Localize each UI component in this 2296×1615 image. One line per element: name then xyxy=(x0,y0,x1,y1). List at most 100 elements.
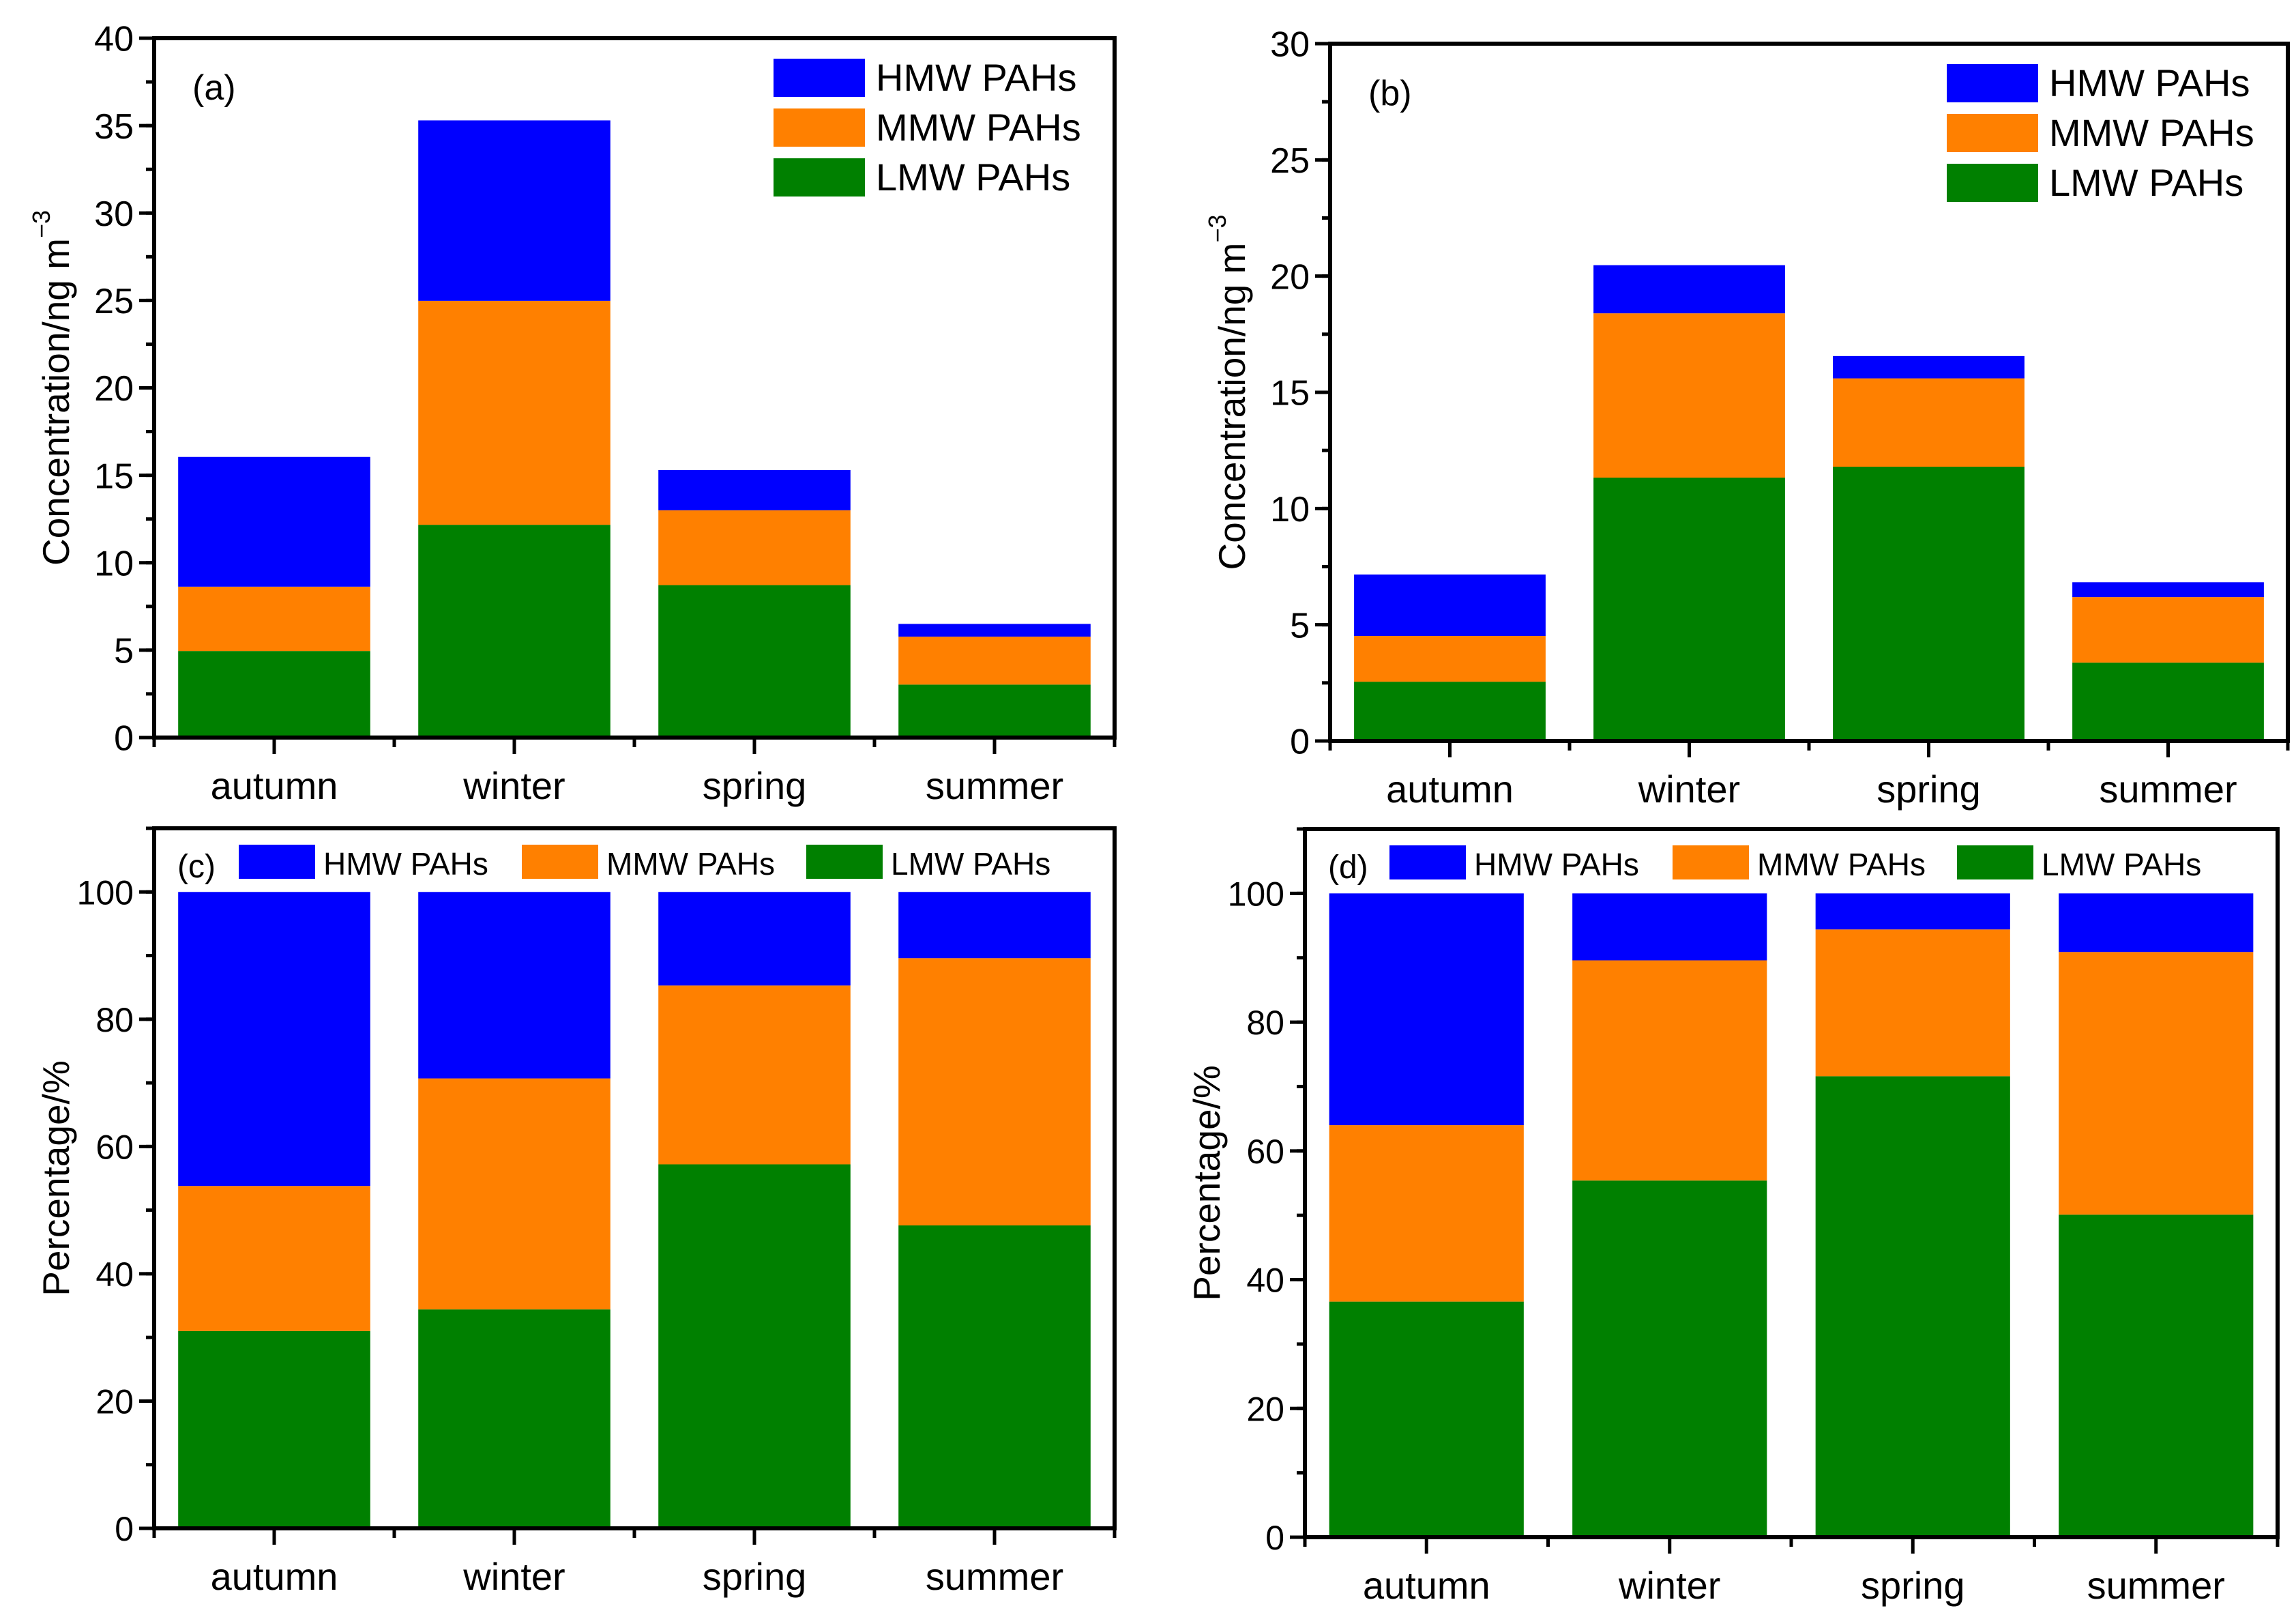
legend-swatch-mmw xyxy=(1947,114,2038,152)
bar-lmw-autumn xyxy=(1354,682,1546,741)
legend-swatch-hmw xyxy=(239,845,315,879)
bar-hmw-summer xyxy=(2072,582,2264,598)
y-tick-label: 20 xyxy=(1246,1390,1284,1428)
y-tick-label: 10 xyxy=(1270,490,1310,529)
bar-mmw-spring xyxy=(658,985,851,1165)
bar-mmw-summer xyxy=(2072,597,2264,663)
legend-label-lmw: LMW PAHs xyxy=(891,846,1050,882)
x-tick-label: spring xyxy=(1861,1564,1965,1607)
chart-panel-d: 0 20 40 60 80 100 autumn winter spring summer Perc… xyxy=(1186,827,2280,1607)
bar-hmw-winter xyxy=(418,120,610,301)
bar-mmw-winter xyxy=(418,300,610,525)
bar-lmw-spring xyxy=(658,585,851,738)
legend-label-hmw: HMW PAHs xyxy=(1474,847,1639,882)
legend-label-lmw: LMW PAHs xyxy=(2049,161,2243,204)
bar-hmw-autumn xyxy=(178,892,370,1187)
y-tick-label: 40 xyxy=(1246,1262,1284,1300)
y-tick-label: 15 xyxy=(1270,374,1310,413)
legend-label-hmw: HMW PAHs xyxy=(876,56,1077,99)
legend-label-mmw: MMW PAHs xyxy=(1757,847,1926,882)
bar-mmw-autumn xyxy=(178,1186,370,1331)
bar-lmw-autumn xyxy=(1329,1301,1524,1537)
legend-swatch-lmw xyxy=(1947,164,2038,202)
legend-label-mmw: MMW PAHs xyxy=(876,106,1081,149)
legend-label-mmw: MMW PAHs xyxy=(2049,111,2254,154)
panel-label: (d) xyxy=(1328,849,1368,886)
bar-lmw-winter xyxy=(418,1309,610,1528)
x-tick-label: summer xyxy=(2087,1564,2225,1607)
bar-lmw-spring xyxy=(658,1164,851,1528)
bar-mmw-summer xyxy=(898,637,1091,685)
bar-mmw-winter xyxy=(418,1078,610,1310)
y-tick-label: 40 xyxy=(95,1255,134,1294)
chart-panel-c: 0 20 40 60 80 100 autumn winter spring summer Perc… xyxy=(35,826,1117,1598)
y-axis-label-text: Concentration/ng m xyxy=(1211,243,1253,570)
y-tick-label: 0 xyxy=(114,719,134,759)
y-tick-label: 80 xyxy=(95,1001,134,1039)
bar-hmw-spring xyxy=(1833,355,2025,379)
legend-label-hmw: HMW PAHs xyxy=(323,846,488,882)
y-tick-label: 100 xyxy=(1228,875,1284,913)
y-axis-label-text: Concentration/ng m xyxy=(35,238,77,566)
y-axis-label: Concentration/ng m−3 xyxy=(1203,214,1253,570)
bar-mmw-summer xyxy=(2059,952,2254,1215)
bar-hmw-winter xyxy=(418,892,610,1079)
legend-swatch-lmw xyxy=(774,158,865,197)
chart-panel-a: 0 5 10 15 20 25 30 35 40 autumn winter spring summer… xyxy=(27,20,1117,807)
y-tick-label: 10 xyxy=(94,544,134,583)
y-tick-label: 20 xyxy=(94,369,134,409)
bar-hmw-spring xyxy=(1815,893,2010,930)
panel-label: (a) xyxy=(192,68,236,108)
bar-mmw-autumn xyxy=(1354,636,1546,682)
legend-swatch-lmw xyxy=(1957,845,2033,879)
x-tick-label: autumn xyxy=(211,764,338,807)
legend-label-mmw: MMW PAHs xyxy=(606,846,775,882)
y-tick-label: 15 xyxy=(94,456,134,496)
y-tick-label: 35 xyxy=(94,107,134,147)
chart-panel-b: 0 5 10 15 20 25 30 autumn winter spring summer Conc… xyxy=(1203,25,2290,811)
y-tick-label: 25 xyxy=(1270,141,1310,181)
x-tick-label: autumn xyxy=(211,1555,338,1598)
legend-label-hmw: HMW PAHs xyxy=(2049,61,2250,104)
y-tick-label: 100 xyxy=(77,873,134,912)
bar-hmw-spring xyxy=(658,469,851,510)
y-tick-label: 5 xyxy=(1290,606,1310,645)
bar-mmw-summer xyxy=(898,958,1091,1226)
x-tick-label: summer xyxy=(926,764,1063,807)
y-tick-label: 30 xyxy=(1270,25,1310,65)
bar-lmw-summer xyxy=(2072,663,2264,741)
x-tick-label: autumn xyxy=(1363,1564,1490,1607)
bar-lmw-summer xyxy=(898,684,1091,738)
y-axis-label-text: Percentage/% xyxy=(1186,1065,1228,1301)
bar-mmw-spring xyxy=(658,510,851,585)
bar-hmw-summer xyxy=(898,624,1091,637)
bar-hmw-summer xyxy=(2059,893,2254,952)
bar-lmw-autumn xyxy=(178,651,370,738)
x-tick-label: spring xyxy=(703,764,807,807)
y-tick-label: 20 xyxy=(1270,257,1310,297)
bar-hmw-winter xyxy=(1593,265,1785,314)
x-tick-label: autumn xyxy=(1386,768,1514,811)
x-tick-label: winter xyxy=(462,1555,565,1598)
bar-mmw-autumn xyxy=(178,586,370,652)
y-tick-label: 80 xyxy=(1246,1004,1284,1042)
bar-hmw-winter xyxy=(1572,893,1767,961)
y-tick-label: 20 xyxy=(95,1382,134,1421)
y-axis-label-text: Percentage/% xyxy=(35,1060,77,1296)
bar-lmw-winter xyxy=(418,525,610,738)
legend-swatch-hmw xyxy=(1947,64,2038,102)
y-tick-label: 0 xyxy=(115,1510,134,1548)
legend-swatch-hmw xyxy=(774,59,865,97)
y-axis-label: Concentration/ng m−3 xyxy=(27,210,77,566)
bar-mmw-autumn xyxy=(1329,1125,1524,1302)
legend-label-lmw: LMW PAHs xyxy=(2042,847,2201,882)
y-tick-label: 60 xyxy=(95,1128,134,1166)
bar-lmw-spring xyxy=(1815,1076,2010,1537)
y-tick-label: 0 xyxy=(1290,723,1310,762)
legend-swatch-mmw xyxy=(522,845,598,879)
bar-lmw-spring xyxy=(1833,467,2025,741)
x-tick-label: summer xyxy=(926,1555,1063,1598)
x-tick-label: winter xyxy=(462,764,565,807)
x-tick-label: winter xyxy=(1618,1564,1720,1607)
